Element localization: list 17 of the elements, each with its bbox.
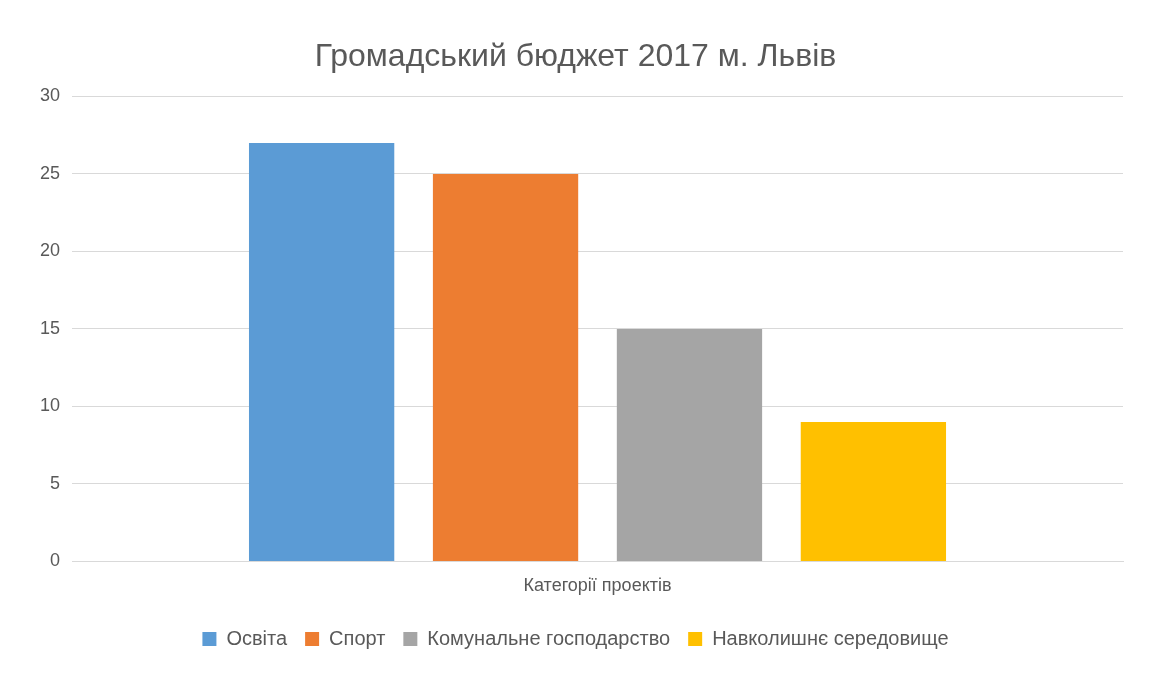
- legend-label: Комунальне господарство: [427, 626, 671, 649]
- bar: [616, 328, 763, 561]
- x-tick-label: Категорії проектів: [523, 575, 672, 596]
- y-tick-label: 15: [39, 317, 61, 338]
- y-tick-label: 10: [39, 395, 61, 416]
- y-tick-label: 5: [50, 472, 61, 493]
- bar: [432, 173, 579, 561]
- bar: [800, 421, 947, 561]
- legend-label: Освіта: [226, 626, 288, 649]
- y-tick-label: 20: [39, 240, 61, 261]
- bar: [248, 142, 395, 561]
- chart-title: Громадський бюджет 2017 м. Львів: [314, 37, 837, 74]
- y-tick-label: 25: [39, 162, 61, 183]
- y-tick-label: 0: [50, 550, 61, 571]
- legend-label: Спорт: [329, 626, 386, 649]
- legend-label: Навколишнє середовище: [712, 626, 949, 649]
- y-tick-label: 30: [39, 85, 61, 106]
